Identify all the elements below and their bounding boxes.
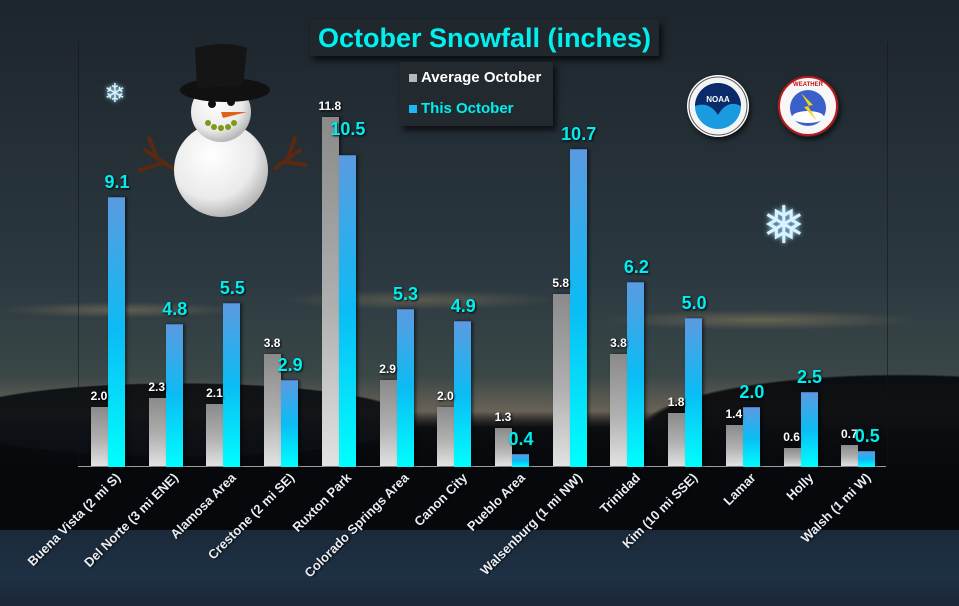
bar-average-october (91, 406, 108, 466)
bar-this-october (165, 323, 183, 467)
value-label-average: 2.9 (379, 362, 396, 377)
bar-average-october (725, 424, 743, 466)
value-label-average: 11.8 (318, 98, 342, 113)
bar-average-october (495, 427, 512, 466)
legend-label-this-october: This October (421, 100, 514, 117)
value-label-average: 2.3 (148, 379, 166, 394)
legend-label-average: Average October (421, 69, 542, 86)
legend-swatch-average (409, 73, 417, 82)
bar-average-october (206, 403, 224, 466)
value-label-this-october: 4.9 (450, 295, 476, 316)
chart-legend: Average October This October (400, 62, 553, 126)
value-label-average: 2.0 (90, 388, 108, 403)
bar-this-october (569, 149, 587, 467)
value-label-this-october: 0.5 (854, 426, 880, 447)
value-label-this-october: 5.3 (393, 284, 419, 305)
bar-average-october (379, 380, 397, 466)
value-label-this-october: 10.5 (330, 118, 366, 139)
legend-item-average: Average October (409, 69, 541, 86)
value-label-average: 0.6 (783, 430, 800, 445)
value-label-average: 2.0 (436, 388, 454, 403)
plot-area (78, 42, 888, 467)
x-axis-line (78, 466, 886, 467)
value-label-average: 1.8 (667, 394, 685, 409)
bar-this-october (627, 282, 645, 467)
bar-this-october (281, 380, 299, 467)
bar-this-october (454, 320, 472, 467)
value-label-average: 3.8 (610, 335, 627, 350)
value-label-this-october: 5.5 (219, 278, 245, 299)
bar-average-october (841, 445, 859, 466)
value-label-average: 1.4 (725, 406, 743, 421)
bar-average-october (783, 448, 801, 466)
background-clouds (0, 270, 959, 350)
value-label-average: 1.3 (494, 409, 512, 424)
value-label-average: 0.7 (840, 427, 858, 442)
legend-swatch-this-october (409, 104, 417, 113)
bar-this-october (223, 303, 241, 467)
snowflake-small-icon: ❄ (104, 78, 126, 108)
value-label-this-october: 5.0 (681, 293, 707, 313)
bar-this-october (396, 309, 414, 467)
value-label-this-october: 10.7 (561, 124, 597, 145)
svg-text:WEATHER: WEATHER (793, 82, 824, 88)
value-label-this-october: 4.8 (162, 298, 188, 319)
background-lake (0, 530, 959, 606)
bar-this-october (338, 155, 356, 467)
bar-this-october (800, 392, 818, 467)
bar-average-october (552, 294, 570, 466)
value-label-this-october: 2.9 (277, 355, 303, 376)
snowflake-large-icon: ❅ (762, 197, 806, 255)
value-label-average: 5.8 (552, 276, 570, 291)
snowman-icon (138, 44, 307, 217)
noaa-logo: NOAA (687, 75, 749, 137)
chart-title: October Snowfall (inches) (310, 20, 660, 56)
value-label-this-october: 2.5 (797, 367, 823, 387)
bar-this-october (685, 318, 703, 467)
bar-this-october (108, 196, 125, 467)
nws-logo: WEATHER (777, 75, 839, 137)
bar-average-october (321, 116, 339, 466)
value-label-this-october: 0.4 (508, 429, 534, 450)
bar-this-october (742, 406, 760, 467)
value-label-this-october: 2.0 (739, 381, 765, 402)
bar-this-october (512, 454, 529, 467)
value-label-average: 2.1 (206, 385, 223, 400)
bar-average-october (610, 353, 628, 466)
bar-average-october (148, 397, 166, 466)
bar-average-october (668, 412, 686, 466)
value-label-this-october: 9.1 (104, 171, 130, 192)
bar-average-october (264, 353, 282, 466)
value-label-average: 3.8 (263, 335, 281, 350)
value-label-this-october: 6.2 (623, 257, 649, 278)
bar-this-october (858, 451, 876, 467)
noaa-logo-text: NOAA (706, 95, 730, 104)
legend-item-this-october: This October (409, 100, 514, 117)
bar-average-october (437, 406, 455, 466)
